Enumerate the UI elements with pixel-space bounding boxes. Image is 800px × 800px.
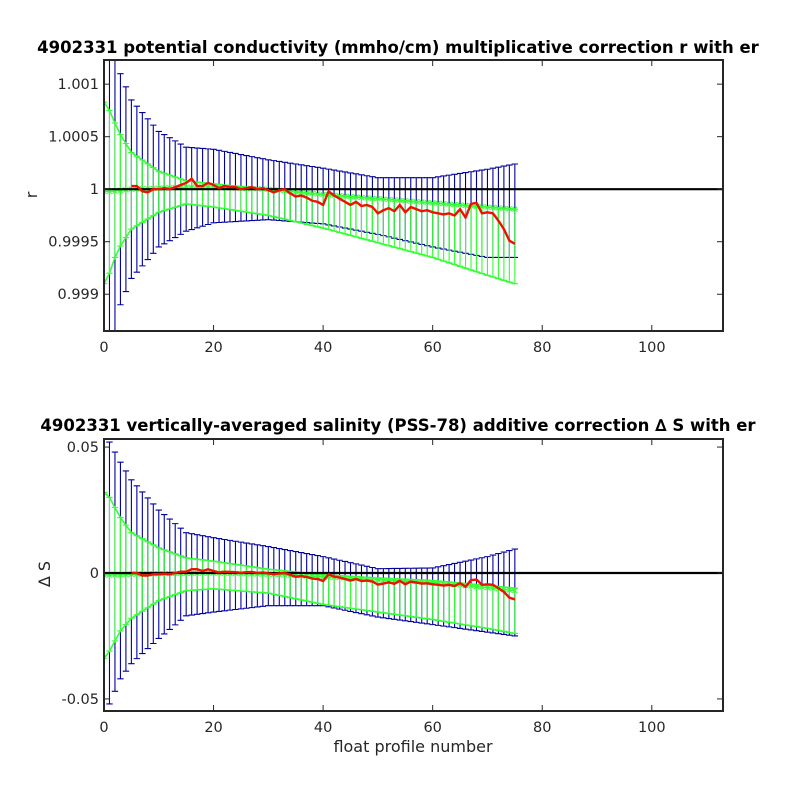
x-tick-label: 80 (533, 340, 551, 356)
y-tick-label: 0 (90, 566, 99, 582)
axes-background (104, 60, 723, 331)
axes-frame (103, 59, 724, 332)
inner-error-bar (104, 101, 108, 285)
inner-error-bar (104, 491, 108, 660)
panel-top-conductivity: 4902331 potential conductivity (mmho/cm)… (22, 38, 760, 356)
x-tick-label: 40 (314, 340, 332, 356)
y-tick-label: 1.001 (57, 77, 99, 93)
x-tick-label: 0 (99, 720, 108, 736)
x-tick-label: 100 (638, 720, 666, 736)
center-marker (511, 587, 518, 594)
center-marker (511, 206, 518, 213)
x-tick-label: 20 (204, 340, 222, 356)
x-tick-label: 40 (314, 720, 332, 736)
y-tick-label: 0.05 (67, 440, 99, 456)
y-tick-label: 1 (90, 182, 99, 198)
chart-title: 4902331 vertically-averaged salinity (PS… (40, 416, 756, 435)
axes-background (104, 439, 723, 711)
y-axis-label: ∆ S (35, 561, 54, 588)
x-tick-label: 80 (533, 720, 551, 736)
chart-title: 4902331 potential conductivity (mmho/cm)… (37, 38, 759, 57)
axes-frame (103, 438, 724, 712)
plot-area: 0 20 40 60 80 100 0.999 0.9995 1 1.0005 1.001 (48, 59, 724, 356)
x-axis-label: float profile number (333, 737, 493, 756)
y-tick-label: -0.05 (61, 692, 99, 708)
fit-line (131, 568, 516, 601)
inner-lower-line (104, 203, 516, 285)
x-tick-label: 0 (99, 340, 108, 356)
y-axis-label: r (22, 191, 41, 198)
x-tick-label: 60 (423, 720, 441, 736)
y-tick-label: 0.999 (57, 287, 99, 303)
panel-bottom-salinity: 4902331 vertically-averaged salinity (PS… (35, 416, 756, 756)
x-tick-label: 100 (638, 340, 666, 356)
y-tick-label: 1.0005 (48, 130, 99, 146)
x-tick-label: 20 (204, 720, 222, 736)
inner-lower-line (104, 588, 515, 660)
x-tick-label: 60 (423, 340, 441, 356)
fit-line (131, 177, 516, 245)
y-tick-label: 0.9995 (48, 235, 99, 251)
